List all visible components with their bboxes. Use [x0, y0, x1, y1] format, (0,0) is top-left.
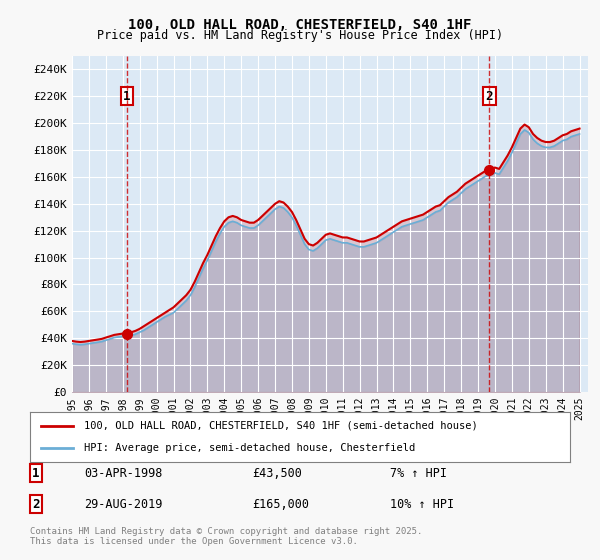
Text: 03-APR-1998: 03-APR-1998	[84, 466, 163, 480]
Text: 100, OLD HALL ROAD, CHESTERFIELD, S40 1HF: 100, OLD HALL ROAD, CHESTERFIELD, S40 1H…	[128, 18, 472, 32]
Text: 29-AUG-2019: 29-AUG-2019	[84, 497, 163, 511]
Text: 2: 2	[32, 497, 40, 511]
Text: 2: 2	[485, 90, 493, 103]
Text: Contains HM Land Registry data © Crown copyright and database right 2025.
This d: Contains HM Land Registry data © Crown c…	[30, 526, 422, 546]
Text: £43,500: £43,500	[252, 466, 302, 480]
Text: £165,000: £165,000	[252, 497, 309, 511]
Text: 1: 1	[32, 466, 40, 480]
Text: 7% ↑ HPI: 7% ↑ HPI	[390, 466, 447, 480]
Text: 10% ↑ HPI: 10% ↑ HPI	[390, 497, 454, 511]
Text: Price paid vs. HM Land Registry's House Price Index (HPI): Price paid vs. HM Land Registry's House …	[97, 29, 503, 42]
Text: 1: 1	[123, 90, 131, 103]
Text: 100, OLD HALL ROAD, CHESTERFIELD, S40 1HF (semi-detached house): 100, OLD HALL ROAD, CHESTERFIELD, S40 1H…	[84, 421, 478, 431]
Text: HPI: Average price, semi-detached house, Chesterfield: HPI: Average price, semi-detached house,…	[84, 443, 415, 453]
